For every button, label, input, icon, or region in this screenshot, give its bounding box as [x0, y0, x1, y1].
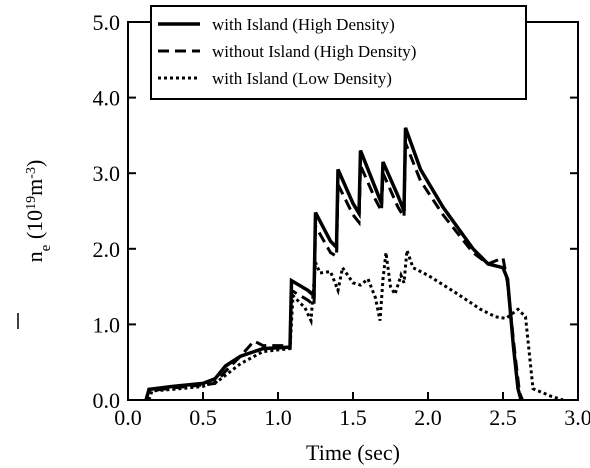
legend-box [150, 5, 527, 100]
x-tick-label: 3.0 [564, 405, 590, 430]
series-line-3-dotted [147, 249, 564, 400]
y-tick-label: 2.0 [93, 237, 121, 262]
y-axis-unit-close: ) [22, 160, 47, 167]
tick-layer: 0.0 0.5 1.0 1.5 2.0 2.5 3.0 0.0 1.0 2.0 3.0 4.0 5.0 [93, 10, 590, 430]
legend-label-1: with Island (High Density) [212, 15, 395, 34]
x-tick-label: 1.5 [339, 405, 367, 430]
y-tick-label: 3.0 [93, 161, 121, 186]
y-tick-label: 4.0 [93, 86, 121, 111]
legend-label-3: with Island (Low Density) [212, 69, 392, 88]
y-axis-symbol: n [22, 251, 47, 262]
y-axis-unit-open: (10 [22, 210, 47, 245]
y-tick-label: 1.0 [93, 312, 121, 337]
y-axis-unit-mid: m [22, 179, 47, 196]
y-tick-label: 5.0 [93, 10, 121, 35]
y-axis-title: ne (1019m-3) [17, 160, 54, 329]
x-tick-label: 0.0 [114, 405, 142, 430]
x-axis-title: Time (sec) [306, 440, 400, 465]
legend-label-2: without Island (High Density) [212, 42, 416, 61]
series-line-2-dashed [144, 142, 524, 400]
x-tick-label: 2.0 [414, 405, 442, 430]
x-tick-label: 0.5 [189, 405, 217, 430]
y-axis-unit-exp2: -3 [24, 167, 39, 179]
x-tick-label: 1.0 [264, 405, 292, 430]
legend: with Island (High Density) without Islan… [150, 5, 527, 100]
y-axis-subscript: e [38, 244, 54, 251]
y-axis-unit-exp1: 19 [24, 196, 39, 210]
svg-text:ne (1019m-3): ne (1019m-3) [22, 160, 54, 263]
series-layer [144, 127, 564, 400]
x-tick-label: 2.5 [489, 405, 517, 430]
y-tick-label: 0.0 [93, 388, 121, 413]
series-line-1-solid [144, 127, 523, 400]
